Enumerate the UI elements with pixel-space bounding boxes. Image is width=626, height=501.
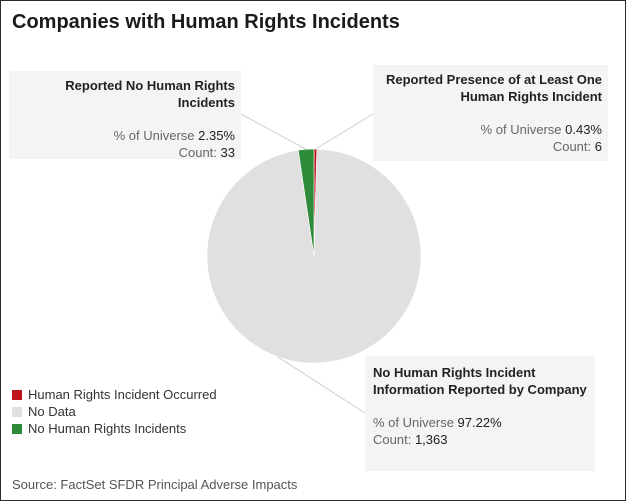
callout-incident-present: Reported Presence of at Least One Human … [373, 65, 608, 161]
legend: Human Rights Incident Occurred No Data N… [12, 386, 217, 437]
callout-pct-label: % of Universe [480, 122, 562, 137]
callout-pct-value: 0.43% [565, 122, 602, 137]
legend-item-no-incidents[interactable]: No Human Rights Incidents [12, 420, 217, 437]
legend-label: No Human Rights Incidents [28, 421, 187, 436]
source-note: Source: FactSet SFDR Principal Adverse I… [12, 477, 298, 492]
callout-count-label: Count: [552, 139, 592, 154]
callout-no-incidents: Reported No Human Rights Incidents % of … [9, 71, 241, 160]
callout-pct-label: % of Universe [113, 128, 195, 143]
legend-label: Human Rights Incident Occurred [28, 387, 217, 402]
callout-no-data: No Human Rights Incident Information Rep… [365, 356, 595, 471]
leader-line-no-incidents [240, 113, 307, 150]
legend-item-no-data[interactable]: No Data [12, 403, 217, 420]
callout-pct-value: 2.35% [198, 128, 235, 143]
pie-slices [206, 148, 422, 364]
callout-count-value: 6 [594, 139, 602, 154]
callout-label: No Human Rights Incident Information Rep… [373, 365, 587, 397]
callout-pct-value: 97.22% [457, 415, 502, 430]
callout-label: Reported Presence of at Least One Human … [385, 72, 602, 104]
chart-title: Companies with Human Rights Incidents [12, 11, 400, 33]
callout-pct-label: % of Universe [373, 415, 454, 430]
leader-line-incident [315, 113, 374, 150]
legend-swatch [12, 406, 22, 417]
callout-count-value: 33 [220, 145, 235, 160]
callout-label: Reported No Human Rights Incidents [65, 78, 235, 110]
callout-count-label: Count: [373, 432, 412, 447]
legend-item-incident[interactable]: Human Rights Incident Occurred [12, 386, 217, 403]
slice-no-incidents[interactable] [297, 148, 315, 257]
legend-swatch [12, 423, 22, 434]
callout-count-value: 1,363 [414, 432, 448, 447]
legend-swatch [12, 389, 22, 400]
legend-label: No Data [28, 404, 76, 419]
callout-count-label: Count: [178, 145, 217, 160]
